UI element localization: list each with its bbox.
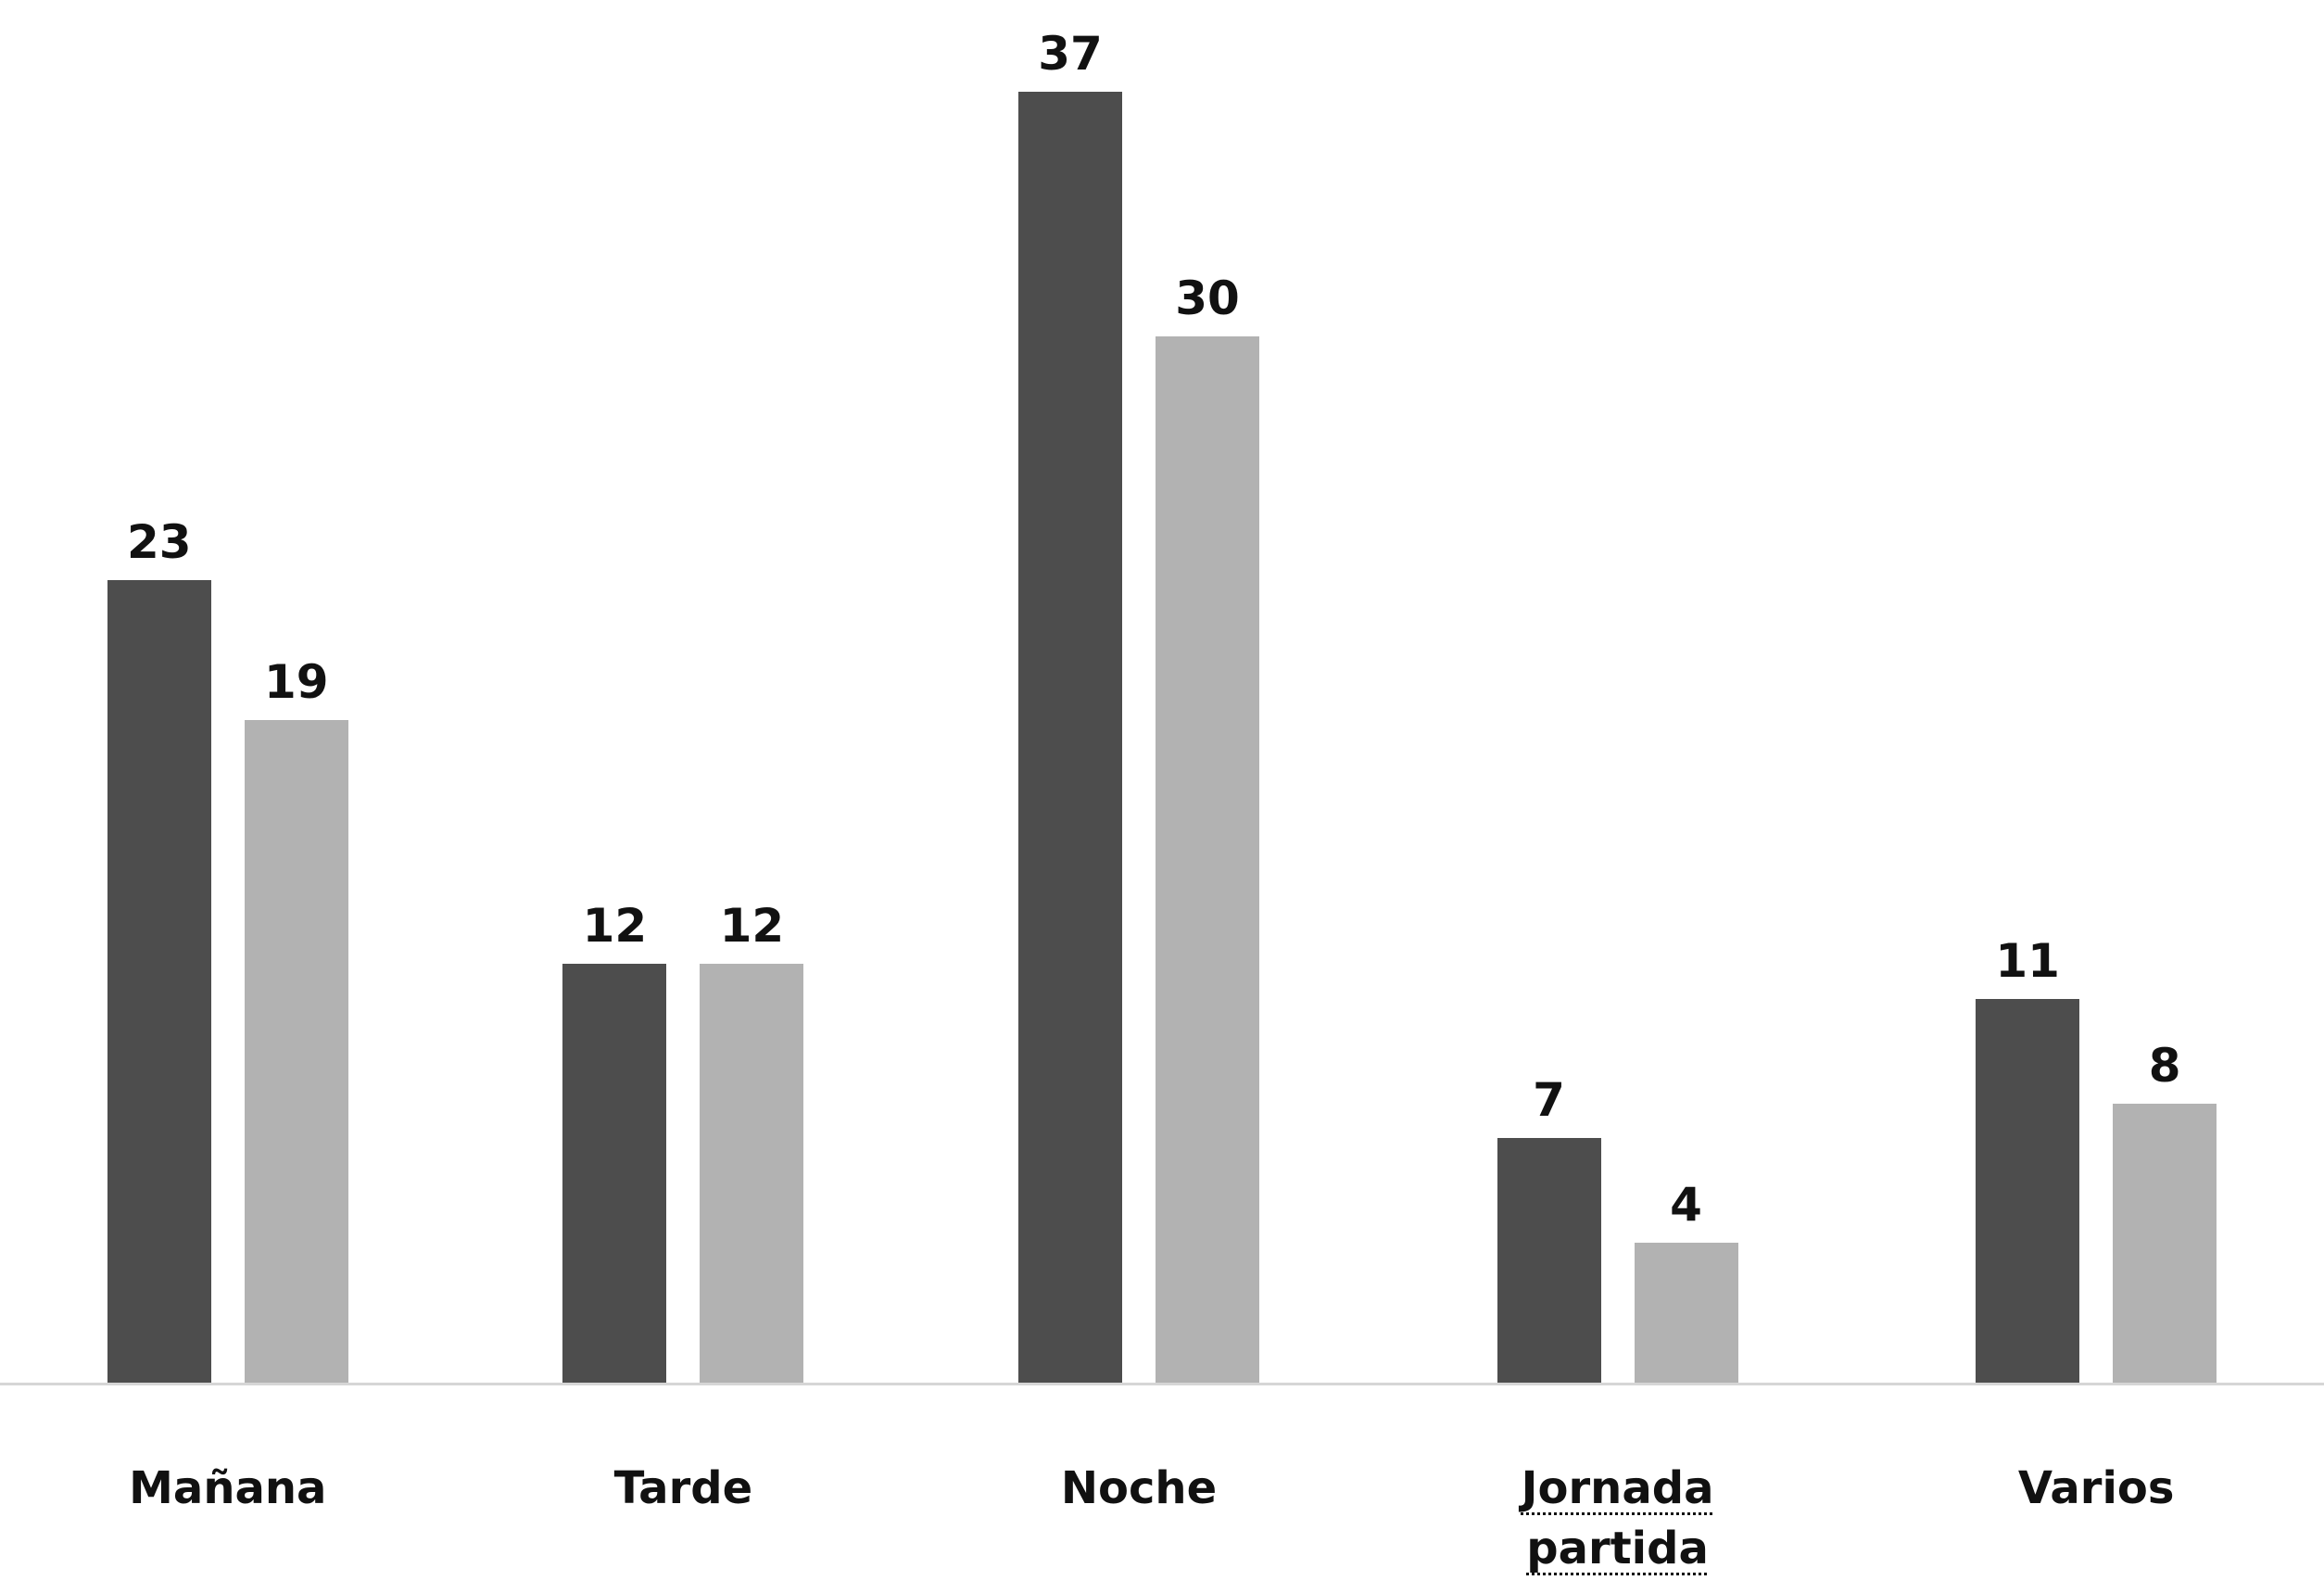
bar-wrap: 7: [1497, 1077, 1601, 1383]
bar-wrap: 12: [700, 899, 804, 1383]
bar-wrap: 4: [1634, 1178, 1738, 1383]
chart-group: 23 19 Mañana: [107, 0, 348, 1519]
bar-value-label: 37: [1038, 27, 1103, 81]
bar-wrap: 19: [244, 655, 348, 1383]
dark-series-bar: [1017, 92, 1122, 1383]
chart-group: 7 4 Jornada partida: [1474, 0, 1762, 1579]
dark-series-bar: [107, 580, 211, 1383]
chart-group: 37 30 Noche: [1017, 0, 1259, 1519]
bar-value-label: 7: [1533, 1073, 1565, 1127]
category-label: Mañana: [129, 1462, 327, 1514]
light-series-bar: [700, 964, 804, 1383]
dark-series-bar: [562, 964, 667, 1383]
bar-value-label: 12: [719, 899, 785, 953]
light-series-bar: [1634, 1243, 1738, 1383]
chart-group: 11 8 Varios: [1976, 0, 2217, 1519]
dark-series-bar: [1976, 999, 2080, 1383]
light-series-bar: [1155, 336, 1259, 1383]
category-label: Noche: [1060, 1462, 1218, 1514]
bar-value-label: 23: [127, 515, 192, 569]
x-axis-baseline: [0, 1383, 2324, 1385]
bar-wrap: 23: [107, 519, 211, 1383]
bar-pair: 23 19: [107, 0, 348, 1383]
bar-pair: 11 8: [1976, 0, 2217, 1383]
bar-wrap: 8: [2113, 1043, 2217, 1383]
bar-value-label: 19: [264, 655, 329, 709]
category-label: Varios: [2017, 1462, 2175, 1514]
bar-wrap: 12: [562, 899, 667, 1383]
bar-value-label: 8: [2148, 1039, 2181, 1093]
chart-group: 12 12 Tarde: [562, 0, 804, 1519]
bar-value-label: 30: [1175, 272, 1240, 325]
bar-pair: 37 30: [1017, 0, 1259, 1383]
bar-pair: 12 12: [562, 0, 804, 1383]
category-label: Jornada partida: [1521, 1462, 1714, 1574]
bar-wrap: 11: [1976, 934, 2080, 1383]
light-series-bar: [2113, 1104, 2217, 1383]
dark-series-bar: [1497, 1138, 1601, 1383]
bar-wrap: 37: [1017, 27, 1122, 1383]
bar-value-label: 11: [1995, 934, 2060, 988]
bar-value-label: 4: [1670, 1178, 1702, 1232]
bar-wrap: 30: [1155, 272, 1259, 1383]
category-label: Tarde: [613, 1462, 753, 1514]
bar-value-label: 12: [582, 899, 648, 953]
light-series-bar: [244, 720, 348, 1383]
